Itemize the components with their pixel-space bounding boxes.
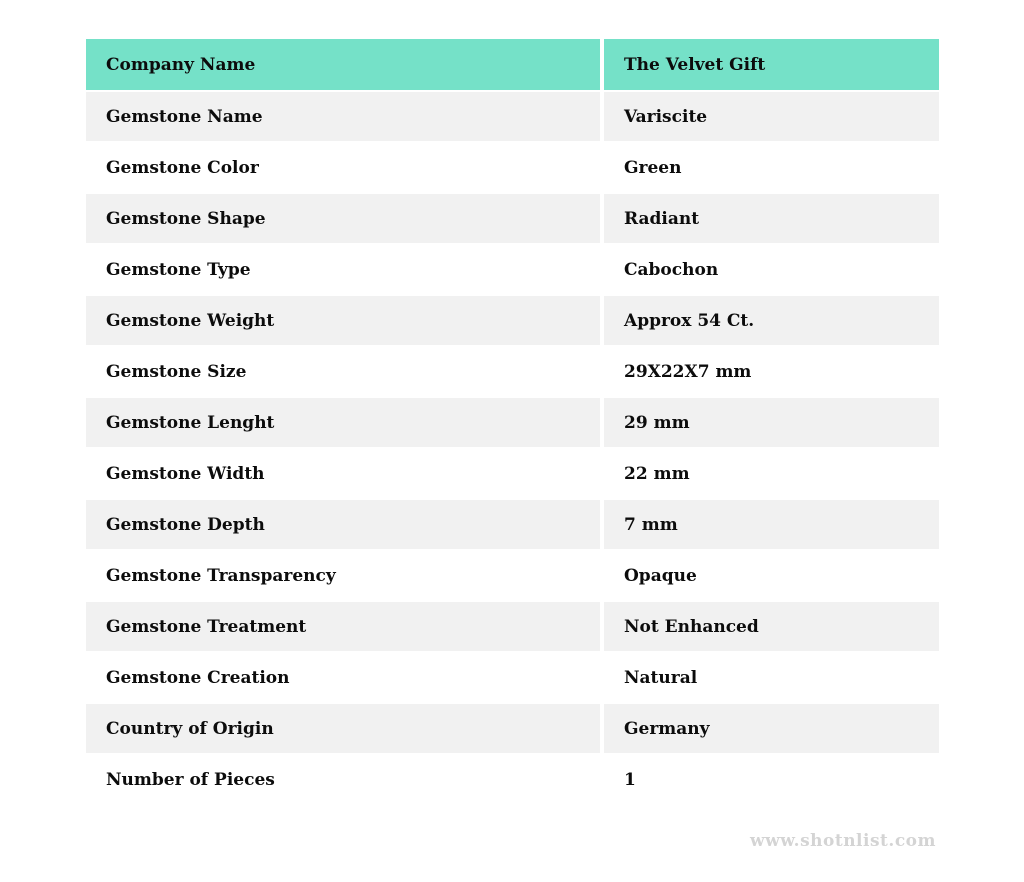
row-label-cell: Gemstone Lenght [86, 398, 600, 447]
table-row: Gemstone Depth 7 mm [86, 500, 939, 549]
table-row: Gemstone Size 29X22X7 mm [86, 347, 939, 396]
row-label-cell: Gemstone Name [86, 92, 600, 141]
row-value-cell: Not Enhanced [604, 602, 939, 651]
row-value-cell: 29 mm [604, 398, 939, 447]
row-value-cell: Approx 54 Ct. [604, 296, 939, 345]
table-row: Gemstone Weight Approx 54 Ct. [86, 296, 939, 345]
table-header-row: Company Name The Velvet Gift [86, 39, 939, 90]
row-value-cell: Green [604, 143, 939, 192]
table-row: Gemstone Name Variscite [86, 92, 939, 141]
table-row: Number of Pieces 1 [86, 755, 939, 804]
table-row: Gemstone Width 22 mm [86, 449, 939, 498]
table-row: Gemstone Lenght 29 mm [86, 398, 939, 447]
row-value-cell: Opaque [604, 551, 939, 600]
row-value-cell: Germany [604, 704, 939, 753]
table-row: Gemstone Color Green [86, 143, 939, 192]
header-value-cell: The Velvet Gift [604, 39, 939, 90]
table-row: Gemstone Creation Natural [86, 653, 939, 702]
row-label-cell: Gemstone Depth [86, 500, 600, 549]
row-value-cell: Radiant [604, 194, 939, 243]
header-label-cell: Company Name [86, 39, 600, 90]
table-row: Country of Origin Germany [86, 704, 939, 753]
row-label-cell: Gemstone Width [86, 449, 600, 498]
row-value-cell: 29X22X7 mm [604, 347, 939, 396]
table-row: Gemstone Type Cabochon [86, 245, 939, 294]
row-label-cell: Gemstone Color [86, 143, 600, 192]
row-value-cell: 1 [604, 755, 939, 804]
gemstone-spec-table: Company Name The Velvet Gift Gemstone Na… [86, 39, 939, 806]
row-label-cell: Gemstone Treatment [86, 602, 600, 651]
row-value-cell: Cabochon [604, 245, 939, 294]
row-label-cell: Gemstone Creation [86, 653, 600, 702]
row-label-cell: Country of Origin [86, 704, 600, 753]
row-value-cell: 22 mm [604, 449, 939, 498]
row-value-cell: Natural [604, 653, 939, 702]
row-label-cell: Gemstone Shape [86, 194, 600, 243]
row-label-cell: Number of Pieces [86, 755, 600, 804]
table-row: Gemstone Shape Radiant [86, 194, 939, 243]
watermark-text: www.shotnlist.com [749, 831, 936, 851]
table-row: Gemstone Transparency Opaque [86, 551, 939, 600]
row-label-cell: Gemstone Transparency [86, 551, 600, 600]
row-value-cell: 7 mm [604, 500, 939, 549]
row-label-cell: Gemstone Weight [86, 296, 600, 345]
table-row: Gemstone Treatment Not Enhanced [86, 602, 939, 651]
row-value-cell: Variscite [604, 92, 939, 141]
row-label-cell: Gemstone Size [86, 347, 600, 396]
row-label-cell: Gemstone Type [86, 245, 600, 294]
